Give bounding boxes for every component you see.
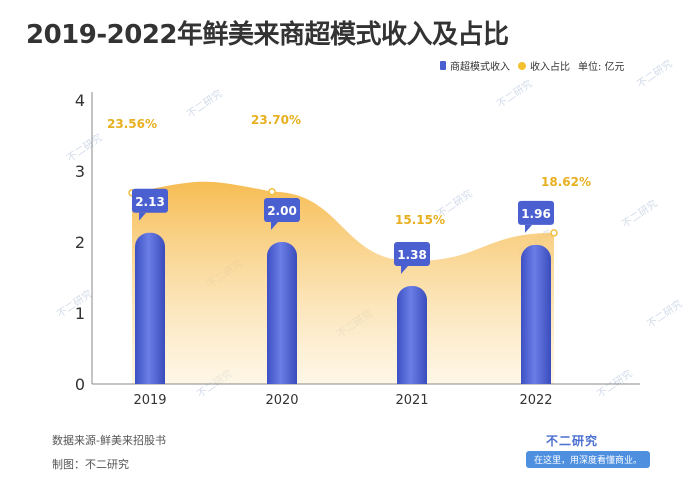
legend: 商超模式收入 收入占比 单位: 亿元 [440, 58, 625, 73]
x-tick-label: 2021 [395, 393, 428, 408]
watermark-text: 不二研究 [184, 87, 224, 121]
revenue-bar [135, 232, 165, 384]
watermark-text: 不二研究 [634, 57, 674, 91]
value-bubble [132, 188, 168, 213]
value-bubble-tail [271, 222, 278, 230]
revenue-bar-base [267, 370, 297, 384]
watermark-text: 不二研究 [619, 197, 659, 231]
brand-slogan: 在这里，用深度看懂商业。 [526, 451, 651, 468]
y-tick-label: 0 [75, 375, 85, 394]
y-tick-label: 4 [75, 91, 85, 110]
chart-maker: 制图：不二研究 [52, 458, 129, 471]
ratio-value-label: 23.70% [251, 113, 301, 127]
revenue-bar-base [397, 370, 427, 384]
legend-area-swatch [518, 61, 526, 70]
revenue-bar [267, 242, 297, 384]
data-source: 数据来源-鲜美来招股书 [52, 434, 166, 447]
ratio-value-label: 15.15% [395, 213, 445, 227]
y-tick-label: 1 [75, 304, 85, 323]
value-bubble [394, 242, 430, 267]
watermark-text: 不二研究 [644, 297, 684, 331]
revenue-bar-base [135, 370, 165, 384]
ratio-point [268, 187, 276, 196]
revenue-bar [521, 244, 551, 384]
revenue-bar-base [521, 370, 551, 384]
value-bubble-tail [401, 266, 408, 275]
ratio-area [132, 181, 554, 384]
value-bubble [264, 198, 300, 222]
ratio-point [550, 229, 558, 237]
revenue-bar [397, 286, 427, 384]
value-bubble [518, 200, 554, 225]
legend-bar-label: 商超模式收入 [450, 62, 510, 73]
ratio-value-label: 18.62% [541, 175, 591, 189]
revenue-value-label: 1.38 [397, 248, 427, 262]
revenue-value-label: 1.96 [521, 207, 551, 221]
value-bubble-tail [139, 212, 146, 221]
legend-area-label: 收入占比 [530, 62, 570, 73]
x-tick-label: 2020 [265, 393, 298, 408]
watermark-text: 不二研究 [64, 131, 104, 165]
chart-title: 2019-2022年鲜美来商超模式收入及占比 [26, 20, 509, 50]
unit-label: 单位: 亿元 [578, 62, 625, 73]
brand-logo: 不二研究 [546, 434, 599, 448]
legend-item-area: 收入占比 [518, 58, 570, 73]
revenue-value-label: 2.00 [267, 204, 297, 218]
legend-bar-swatch [440, 61, 446, 70]
ratio-value-label: 23.56% [107, 117, 157, 131]
revenue-value-label: 2.13 [135, 195, 165, 209]
x-tick-label: 2019 [133, 393, 166, 408]
y-tick-label: 2 [75, 233, 85, 252]
y-tick-label: 3 [75, 162, 85, 181]
value-bubble-tail [525, 224, 532, 233]
legend-item-bar: 商超模式收入 [440, 58, 510, 73]
x-tick-label: 2022 [519, 393, 552, 408]
watermark-text: 不二研究 [494, 77, 534, 111]
